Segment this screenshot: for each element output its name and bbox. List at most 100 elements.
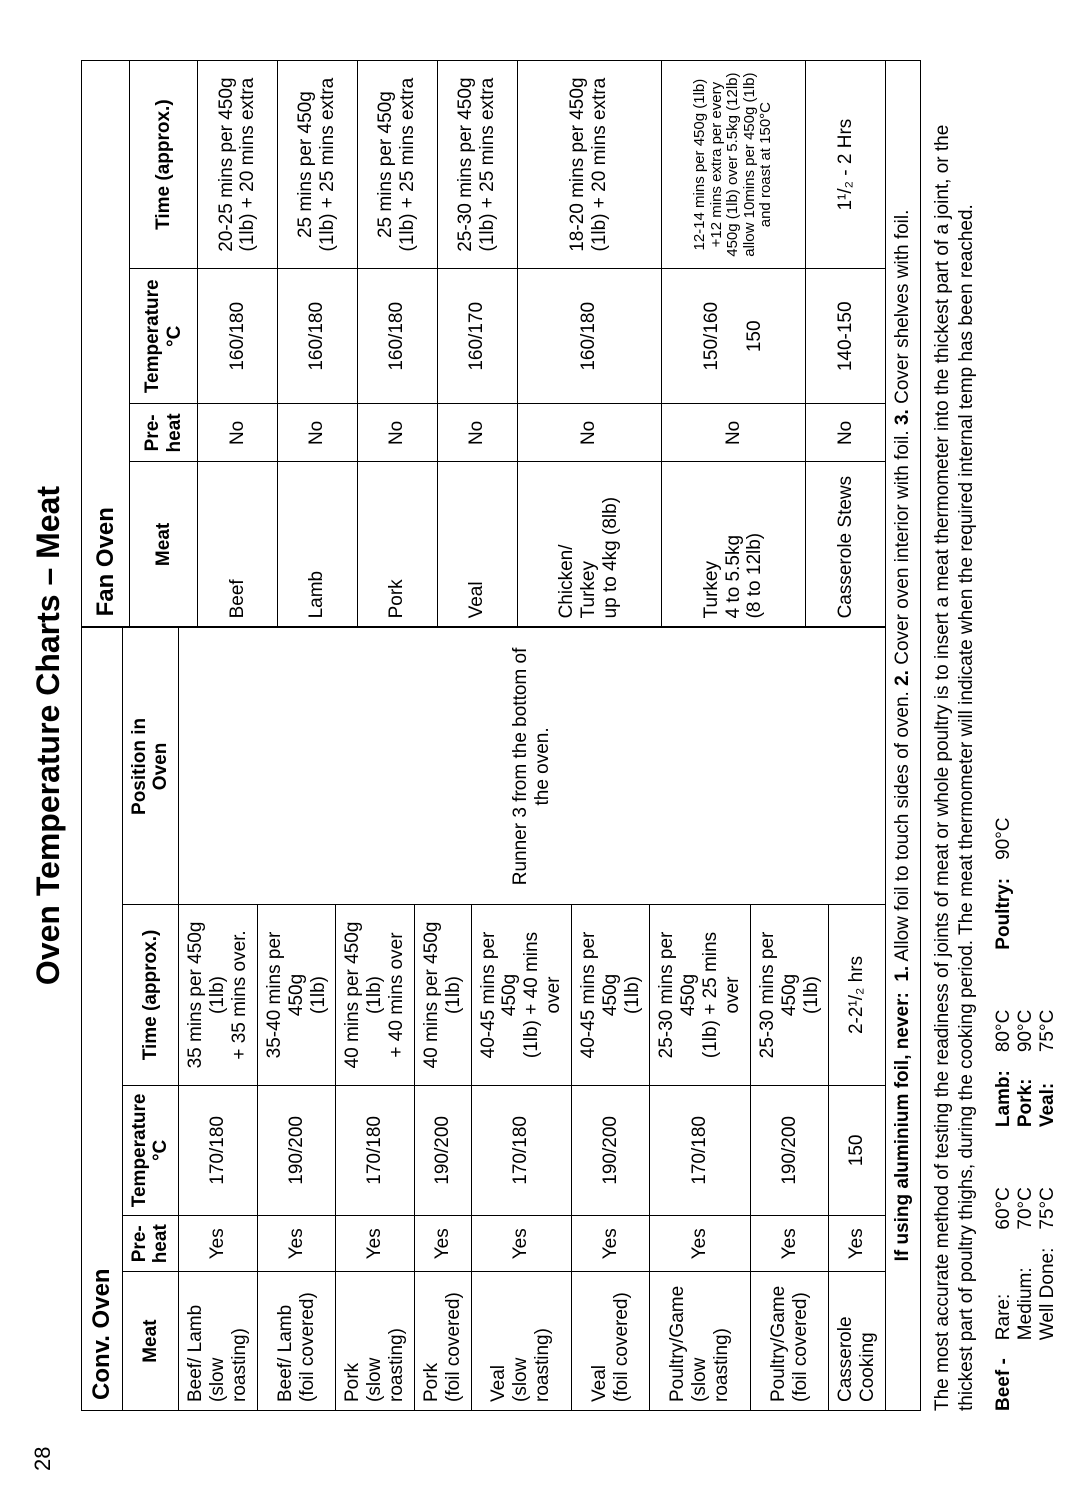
fan-temp: 150/160150: [661, 269, 805, 404]
page-number: 28: [30, 1447, 56, 1471]
conv-temp: 170/180: [471, 1085, 571, 1216]
conv-meat: Poultry/Game(slow roasting): [650, 1272, 750, 1411]
conv-time: 25-30 mins per 450g(1lb) + 25 mins over: [650, 905, 750, 1085]
conv-temp: 190/200: [414, 1085, 471, 1216]
fan-section-header: Fan Oven: [82, 61, 130, 627]
fan-row: PorkNo160/18025 mins per 450g(1lb) + 25 …: [357, 61, 437, 627]
beef-temp-name: Well Done:: [1037, 1248, 1059, 1341]
conv-time: 2-2¹/₂ hrs: [829, 905, 886, 1085]
conv-time: 40 mins per 450g (1lb): [414, 905, 471, 1085]
beef-temp-name: Medium:: [1015, 1248, 1037, 1341]
fan-temp: 160/170: [437, 269, 517, 404]
tables-container: Conv. Oven MeatPre-heatTemperature°CTime…: [81, 60, 886, 1411]
conv-preheat: Yes: [471, 1216, 571, 1272]
conv-row: Beef/ Lamb(slow roasting)Yes170/18035 mi…: [179, 628, 258, 1411]
other-temp-name: Pork:: [1015, 1070, 1037, 1127]
conv-preheat: Yes: [829, 1216, 886, 1272]
conv-oven-table: Conv. Oven MeatPre-heatTemperature°CTime…: [81, 627, 886, 1411]
foil-p2: 2.: [892, 670, 913, 686]
fan-meat: Chicken/Turkeyup to 4kg (8lb): [517, 462, 661, 627]
beef-label: Beef -: [993, 1358, 1014, 1411]
conv-meat: Pork(slow roasting): [336, 1272, 415, 1411]
fan-oven-table: Fan Oven MeatPre-heatTemperature°CTime (…: [81, 60, 886, 627]
conv-col-4: Position inOven: [122, 628, 179, 905]
fan-temp: 160/180: [277, 269, 357, 404]
conv-preheat: Yes: [179, 1216, 258, 1272]
poultry-label: Poultry:: [993, 878, 1014, 950]
conv-section-header: Conv. Oven: [82, 628, 123, 1411]
fan-time: 1¹/₂ - 2 Hrs: [806, 61, 886, 269]
fan-preheat: No: [357, 404, 437, 462]
poultry-val: 90°C: [993, 817, 1059, 859]
poultry-temp: Poultry: 90°C: [993, 817, 1059, 949]
fan-meat: Veal: [437, 462, 517, 627]
conv-meat: Beef/ Lamb(foil covered): [257, 1272, 336, 1411]
fan-time: 18-20 mins per 450g(1lb) + 20 mins extra: [517, 61, 661, 269]
conv-time: 40-45 mins per 450g(1lb) + 40 mins over: [471, 905, 571, 1085]
beef-temp-name: Rare:: [993, 1248, 1015, 1341]
other-temp-val: 80°C: [993, 1010, 1015, 1052]
conv-meat: Beef/ Lamb(slow roasting): [179, 1272, 258, 1411]
fan-temp: 140-150: [806, 269, 886, 404]
conv-temp: 190/200: [571, 1085, 650, 1216]
conv-meat: Veal(foil covered): [571, 1272, 650, 1411]
other-temps: Lamb:Pork:Veal: 80°C90°C75°C: [993, 1010, 1059, 1127]
fan-col-1: Pre-heat: [130, 404, 198, 462]
fan-preheat: No: [277, 404, 357, 462]
fan-temp: 160/180: [198, 269, 278, 404]
other-temp-val: 90°C: [1015, 1010, 1037, 1052]
fan-row: BeefNo160/18020-25 mins per 450g(1lb) + …: [198, 61, 278, 627]
conv-preheat: Yes: [336, 1216, 415, 1272]
foil-note: If using aluminium foil, never: 1. Allow…: [886, 60, 921, 1411]
conv-time: 35-40 mins per 450g(1lb): [257, 905, 336, 1085]
foil-t2: Cover oven interior with foil.: [892, 425, 913, 670]
conv-meat: Veal(slow roasting): [471, 1272, 571, 1411]
fan-temp: 160/180: [357, 269, 437, 404]
conv-time: 40 mins per 450g (1lb)+ 40 mins over: [336, 905, 415, 1085]
beef-temp-val: 60°C: [993, 1187, 1015, 1229]
beef-temps: Beef - Rare:Medium:Well Done: 60°C70°C75…: [993, 1187, 1059, 1411]
beef-temp-val: 70°C: [1015, 1187, 1037, 1229]
fan-row: Chicken/Turkeyup to 4kg (8lb)No160/18018…: [517, 61, 661, 627]
conv-preheat: Yes: [414, 1216, 471, 1272]
fan-time: 25 mins per 450g(1lb) + 25 mins extra: [357, 61, 437, 269]
conv-temp: 190/200: [257, 1085, 336, 1216]
fan-preheat: No: [198, 404, 278, 462]
internal-temps: Beef - Rare:Medium:Well Done: 60°C70°C75…: [993, 60, 1059, 1411]
conv-time: 40-45 mins per 450g(1lb): [571, 905, 650, 1085]
fan-meat: Casserole Stews: [806, 462, 886, 627]
conv-col-2: Temperature°C: [122, 1085, 179, 1216]
beef-temp-val: 75°C: [1037, 1187, 1059, 1229]
conv-preheat: Yes: [650, 1216, 750, 1272]
fan-row: Turkey4 to 5.5kg(8 to 12lb)No150/1601501…: [661, 61, 805, 627]
conv-meat: Poultry/Game(foil covered): [750, 1272, 829, 1411]
conv-time: 35 mins per 450g (1lb)+ 35 mins over.: [179, 905, 258, 1085]
fan-col-0: Meat: [130, 462, 198, 627]
conv-col-0: Meat: [122, 1272, 179, 1411]
fan-preheat: No: [661, 404, 805, 462]
fan-time: 25-30 mins per 450g(1lb) + 25 mins extra: [437, 61, 517, 269]
foil-t3: Cover shelves with foil.: [892, 210, 913, 410]
fan-preheat: No: [437, 404, 517, 462]
other-temp-name: Veal:: [1037, 1070, 1059, 1127]
fan-col-3: Time (approx.): [130, 61, 198, 269]
fan-meat: Beef: [198, 462, 278, 627]
conv-temp: 170/180: [650, 1085, 750, 1216]
conv-preheat: Yes: [257, 1216, 336, 1272]
thermometer-paragraph: The most accurate method of testing the …: [931, 60, 979, 1411]
conv-col-3: Time (approx.): [122, 905, 179, 1085]
conv-temp: 150: [829, 1085, 886, 1216]
conv-meat: Pork(foil covered): [414, 1272, 471, 1411]
page-title: Oven Temperature Charts – Meat: [30, 60, 67, 1411]
fan-temp: 160/180: [517, 269, 661, 404]
fan-preheat: No: [517, 404, 661, 462]
fan-meat: Pork: [357, 462, 437, 627]
conv-temp: 190/200: [750, 1085, 829, 1216]
other-temp-name: Lamb:: [993, 1070, 1015, 1127]
conv-position-note: Runner 3 from the bottom of the oven.: [179, 628, 886, 905]
fan-col-2: Temperature°C: [130, 269, 198, 404]
fan-meat: Lamb: [277, 462, 357, 627]
fan-time: 25 mins per 450g(1lb) + 25 mins extra: [277, 61, 357, 269]
fan-preheat: No: [806, 404, 886, 462]
conv-time: 25-30 mins per 450g(1lb): [750, 905, 829, 1085]
